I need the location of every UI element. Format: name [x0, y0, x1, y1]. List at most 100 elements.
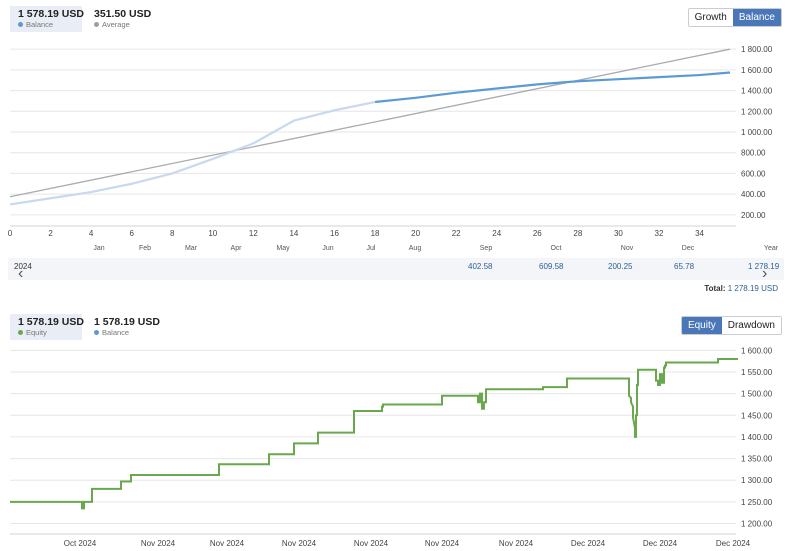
balance-series-line-light	[9, 100, 376, 206]
year-total-value: 1 278.19	[748, 262, 780, 271]
total-label: Total:	[704, 284, 726, 293]
x-tick-label: Nov 2024	[425, 539, 460, 548]
bottom-balance-label: Balance	[102, 328, 130, 337]
month-label: Feb	[139, 245, 151, 252]
balance-stat[interactable]: 1 578.19 USD Balance	[10, 6, 84, 32]
balance-label: Balance	[26, 20, 54, 29]
sep-value: 402.58	[468, 262, 493, 271]
y-tick-label: 1 400.00	[741, 433, 773, 442]
x-tick-label: 8	[170, 229, 175, 238]
total-summary: Total: 1 278.19 USD	[704, 284, 778, 293]
y-tick-label: 200.00	[741, 211, 766, 220]
month-label: Year	[764, 245, 779, 252]
x-tick-label: 32	[655, 229, 664, 238]
x-tick-label: Nov 2024	[210, 539, 245, 548]
oct-value: 609.58	[539, 262, 564, 271]
bottom-balance-stat[interactable]: 1 578.19 USD Balance	[86, 314, 160, 340]
month-label: Jun	[322, 245, 333, 252]
average-dot-icon	[94, 22, 99, 27]
x-tick-label: 4	[89, 229, 94, 238]
balance-series-line	[374, 71, 731, 104]
average-label: Average	[102, 20, 130, 29]
equity-value: 1 578.19 USD	[18, 316, 84, 328]
x-tick-label: 26	[533, 229, 542, 238]
x-tick-label: 14	[289, 229, 298, 238]
nov-value: 200.25	[608, 262, 633, 271]
balance-button[interactable]: Balance	[732, 9, 781, 26]
balance-value: 1 578.19 USD	[18, 8, 84, 20]
y-tick-label: 1 400.00	[741, 87, 773, 96]
bottom-balance-value: 1 578.19 USD	[94, 316, 160, 328]
y-tick-label: 1 350.00	[741, 455, 773, 464]
y-tick-label: 1 500.00	[741, 390, 773, 399]
x-tick-label: 12	[249, 229, 258, 238]
year-label: 2024	[14, 262, 32, 271]
y-tick-label: 1 250.00	[741, 498, 773, 507]
total-value: 1 278.19 USD	[727, 284, 778, 293]
x-tick-label: 34	[695, 229, 704, 238]
x-tick-label: 10	[208, 229, 217, 238]
balance-chart: 200.00 400.00 600.00 800.00 1 000.00 1 200.00…	[8, 45, 779, 252]
balance-dot-icon	[18, 22, 23, 27]
balance-growth-panel: 1 578.19 USD Balance 351.50 USD Average …	[8, 6, 784, 293]
bottom-balance-dot-icon	[94, 330, 99, 335]
average-value: 351.50 USD	[94, 8, 152, 20]
y-tick-label: 1 000.00	[741, 128, 773, 137]
month-label: Dec	[682, 245, 695, 252]
y-tick-label: 600.00	[741, 169, 766, 178]
prev-year-arrow-icon[interactable]: ‹	[18, 265, 24, 282]
y-tick-label: 1 600.00	[741, 66, 773, 75]
x-tick-label: Dec 2024	[571, 539, 606, 548]
equity-button[interactable]: Equity	[681, 317, 722, 334]
growth-button[interactable]: Growth	[688, 9, 733, 26]
average-stat[interactable]: 351.50 USD Average	[86, 6, 156, 32]
x-tick-label: 22	[452, 229, 461, 238]
equity-stat[interactable]: 1 578.19 USD Equity	[10, 314, 84, 340]
month-label: May	[276, 245, 290, 252]
yearly-summary-row: 2024 402.58 609.58 200.25 65.78 1 278.19	[8, 258, 784, 280]
x-tick-label: Dec 2024	[716, 539, 751, 548]
equity-panel: 1 578.19 USD Equity 1 578.19 USD Balance…	[0, 308, 790, 551]
equity-chart: 1 200.00 1 250.00 1 300.00 1 350.00 1 400.00…	[10, 346, 773, 548]
x-tick-label: 6	[129, 229, 134, 238]
y-tick-label: 800.00	[741, 149, 766, 158]
average-series-line	[9, 48, 731, 198]
drawdown-button[interactable]: Drawdown	[721, 317, 781, 334]
month-label: Mar	[185, 245, 198, 252]
month-label: Sep	[480, 245, 493, 252]
x-tick-label: 24	[492, 229, 501, 238]
equity-series-line	[10, 357, 738, 510]
y-tick-label: 1 600.00	[741, 346, 773, 355]
x-tick-label: 16	[330, 229, 339, 238]
y-tick-label: 400.00	[741, 190, 766, 199]
y-tick-label: 1 300.00	[741, 476, 773, 485]
y-tick-label: 1 450.00	[741, 411, 773, 420]
month-label: Aug	[409, 245, 422, 252]
equity-drawdown-toggle: Equity Drawdown	[680, 316, 782, 335]
x-tick-label: 0	[8, 229, 13, 238]
growth-balance-toggle: Growth Balance	[687, 8, 782, 27]
x-tick-label: 30	[614, 229, 623, 238]
y-tick-label: 1 550.00	[741, 368, 773, 377]
x-tick-label: 18	[371, 229, 380, 238]
x-tick-label: Nov 2024	[499, 539, 534, 548]
y-tick-label: 1 200.00	[741, 520, 773, 529]
y-tick-label: 1 800.00	[741, 45, 773, 54]
x-tick-label: Dec 2024	[643, 539, 678, 548]
x-tick-label: Nov 2024	[141, 539, 176, 548]
x-tick-label: Nov 2024	[354, 539, 389, 548]
month-label: Jul	[367, 245, 376, 252]
x-tick-label: 2	[48, 229, 53, 238]
y-tick-label: 1 200.00	[741, 107, 773, 116]
equity-label: Equity	[26, 328, 47, 337]
month-label: Nov	[621, 245, 634, 252]
dec-value: 65.78	[674, 262, 695, 271]
month-label: Oct	[551, 245, 562, 252]
equity-dot-icon	[18, 330, 23, 335]
next-year-arrow-icon[interactable]: ›	[762, 265, 768, 282]
x-tick-label: 28	[573, 229, 582, 238]
month-label: Jan	[93, 245, 104, 252]
x-tick-label: Oct 2024	[64, 539, 97, 548]
month-label: Apr	[231, 245, 243, 252]
x-tick-label: 20	[411, 229, 420, 238]
